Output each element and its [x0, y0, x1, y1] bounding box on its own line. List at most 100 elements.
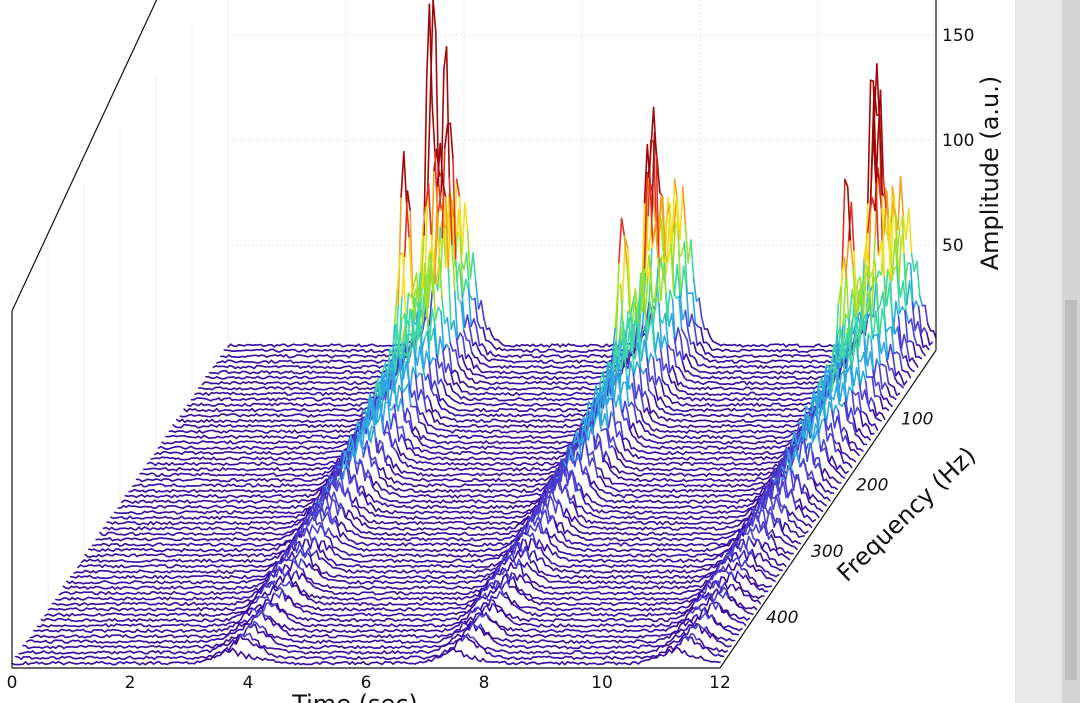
trace-segment [633, 361, 638, 376]
trace-segment [483, 318, 488, 331]
trace-segment [423, 78, 428, 236]
trace-segment [618, 217, 623, 264]
trace-segment [886, 386, 892, 398]
trace-segment [914, 361, 919, 368]
trace-segment [888, 402, 893, 408]
trace-segment [464, 202, 469, 232]
spectral-traces [11, 0, 937, 666]
trace-line [197, 262, 908, 391]
trace-segment [910, 252, 916, 273]
trace-segment [455, 178, 461, 198]
trace-segment [858, 427, 863, 436]
trace-segment [690, 239, 695, 279]
trace-segment [661, 195, 667, 259]
trace-segment [668, 374, 673, 384]
trace-segment [677, 229, 682, 300]
trace-segment [866, 79, 872, 204]
trace-segment [877, 177, 883, 210]
trace-segment [862, 370, 867, 382]
trace-segment [653, 395, 658, 407]
trace-segment [650, 132, 656, 219]
trace-segment [859, 411, 864, 428]
trace-segment [928, 341, 934, 346]
trace-segment [466, 229, 472, 280]
trace-segment [445, 46, 451, 179]
trace-segment [883, 190, 888, 235]
trace-segment [898, 353, 904, 372]
trace-segment [673, 178, 679, 202]
trace-segment [683, 333, 689, 342]
trace-segment [470, 358, 475, 369]
trace-segment [417, 388, 422, 401]
trace-segment [906, 280, 911, 306]
trace-segment [433, 379, 439, 390]
trace-segment [680, 328, 686, 336]
trace-segment [684, 224, 690, 264]
trace-segment [437, 306, 442, 314]
trace-segment [469, 368, 474, 376]
trace-segment [477, 348, 483, 356]
trace-segment [871, 236, 877, 287]
trace-segment [905, 310, 910, 324]
trace-segment [461, 354, 466, 366]
trace-segment [657, 376, 663, 385]
trace-segment [903, 253, 908, 306]
trace-segment [644, 390, 649, 400]
trace-segment [845, 386, 851, 404]
trace-segment [870, 432, 875, 435]
trace-segment [471, 352, 476, 359]
trace-segment [870, 397, 875, 404]
trace-segment [884, 407, 890, 412]
trace-segment [447, 267, 452, 331]
trace-segment [916, 260, 921, 297]
trace-segment [902, 280, 907, 313]
trace-segment [900, 375, 905, 386]
trace-segment [406, 407, 411, 415]
trace-segment [698, 297, 703, 319]
trace-segment [660, 382, 666, 397]
trace-segment [449, 382, 454, 392]
trace-segment [624, 400, 629, 413]
trace-segment [422, 350, 428, 371]
trace-segment [491, 334, 496, 341]
trace-segment [474, 281, 480, 310]
trace-segment [432, 0, 437, 33]
trace-segment [910, 318, 915, 337]
trace-segment [436, 336, 441, 361]
trace-line [205, 130, 915, 381]
trace-segment [438, 236, 443, 249]
trace-line [219, 0, 930, 359]
trace-segment [476, 356, 482, 365]
trace-segment [474, 297, 479, 323]
trace-segment [659, 396, 665, 404]
trace-segment [900, 333, 905, 350]
trace-segment [674, 373, 679, 386]
trace-segment [462, 369, 468, 378]
trace-segment [450, 371, 455, 386]
trace-segment [685, 284, 690, 328]
trace-segment [895, 300, 900, 318]
trace-segment [458, 263, 463, 297]
trace-segment [848, 288, 854, 319]
trace-segment [891, 238, 896, 276]
trace-segment [681, 185, 687, 227]
trace-segment [680, 265, 685, 300]
trace-segment [916, 320, 922, 335]
trace-segment [450, 200, 455, 219]
trace-segment [402, 150, 408, 203]
trace-segment [673, 381, 678, 391]
trace-segment [706, 328, 711, 338]
trace-segment [461, 294, 466, 328]
trace-segment [873, 423, 879, 431]
trace-segment [440, 378, 445, 387]
trace-segment [449, 342, 454, 352]
trace-segment [912, 342, 917, 358]
trace-segment [700, 317, 706, 330]
trace-segment [673, 263, 679, 297]
trace-segment [884, 365, 890, 385]
trace-segment [919, 332, 925, 349]
trace-segment [434, 30, 440, 184]
trace-segment [463, 329, 468, 341]
trace-segment [430, 388, 435, 396]
trace-segment [441, 146, 446, 239]
